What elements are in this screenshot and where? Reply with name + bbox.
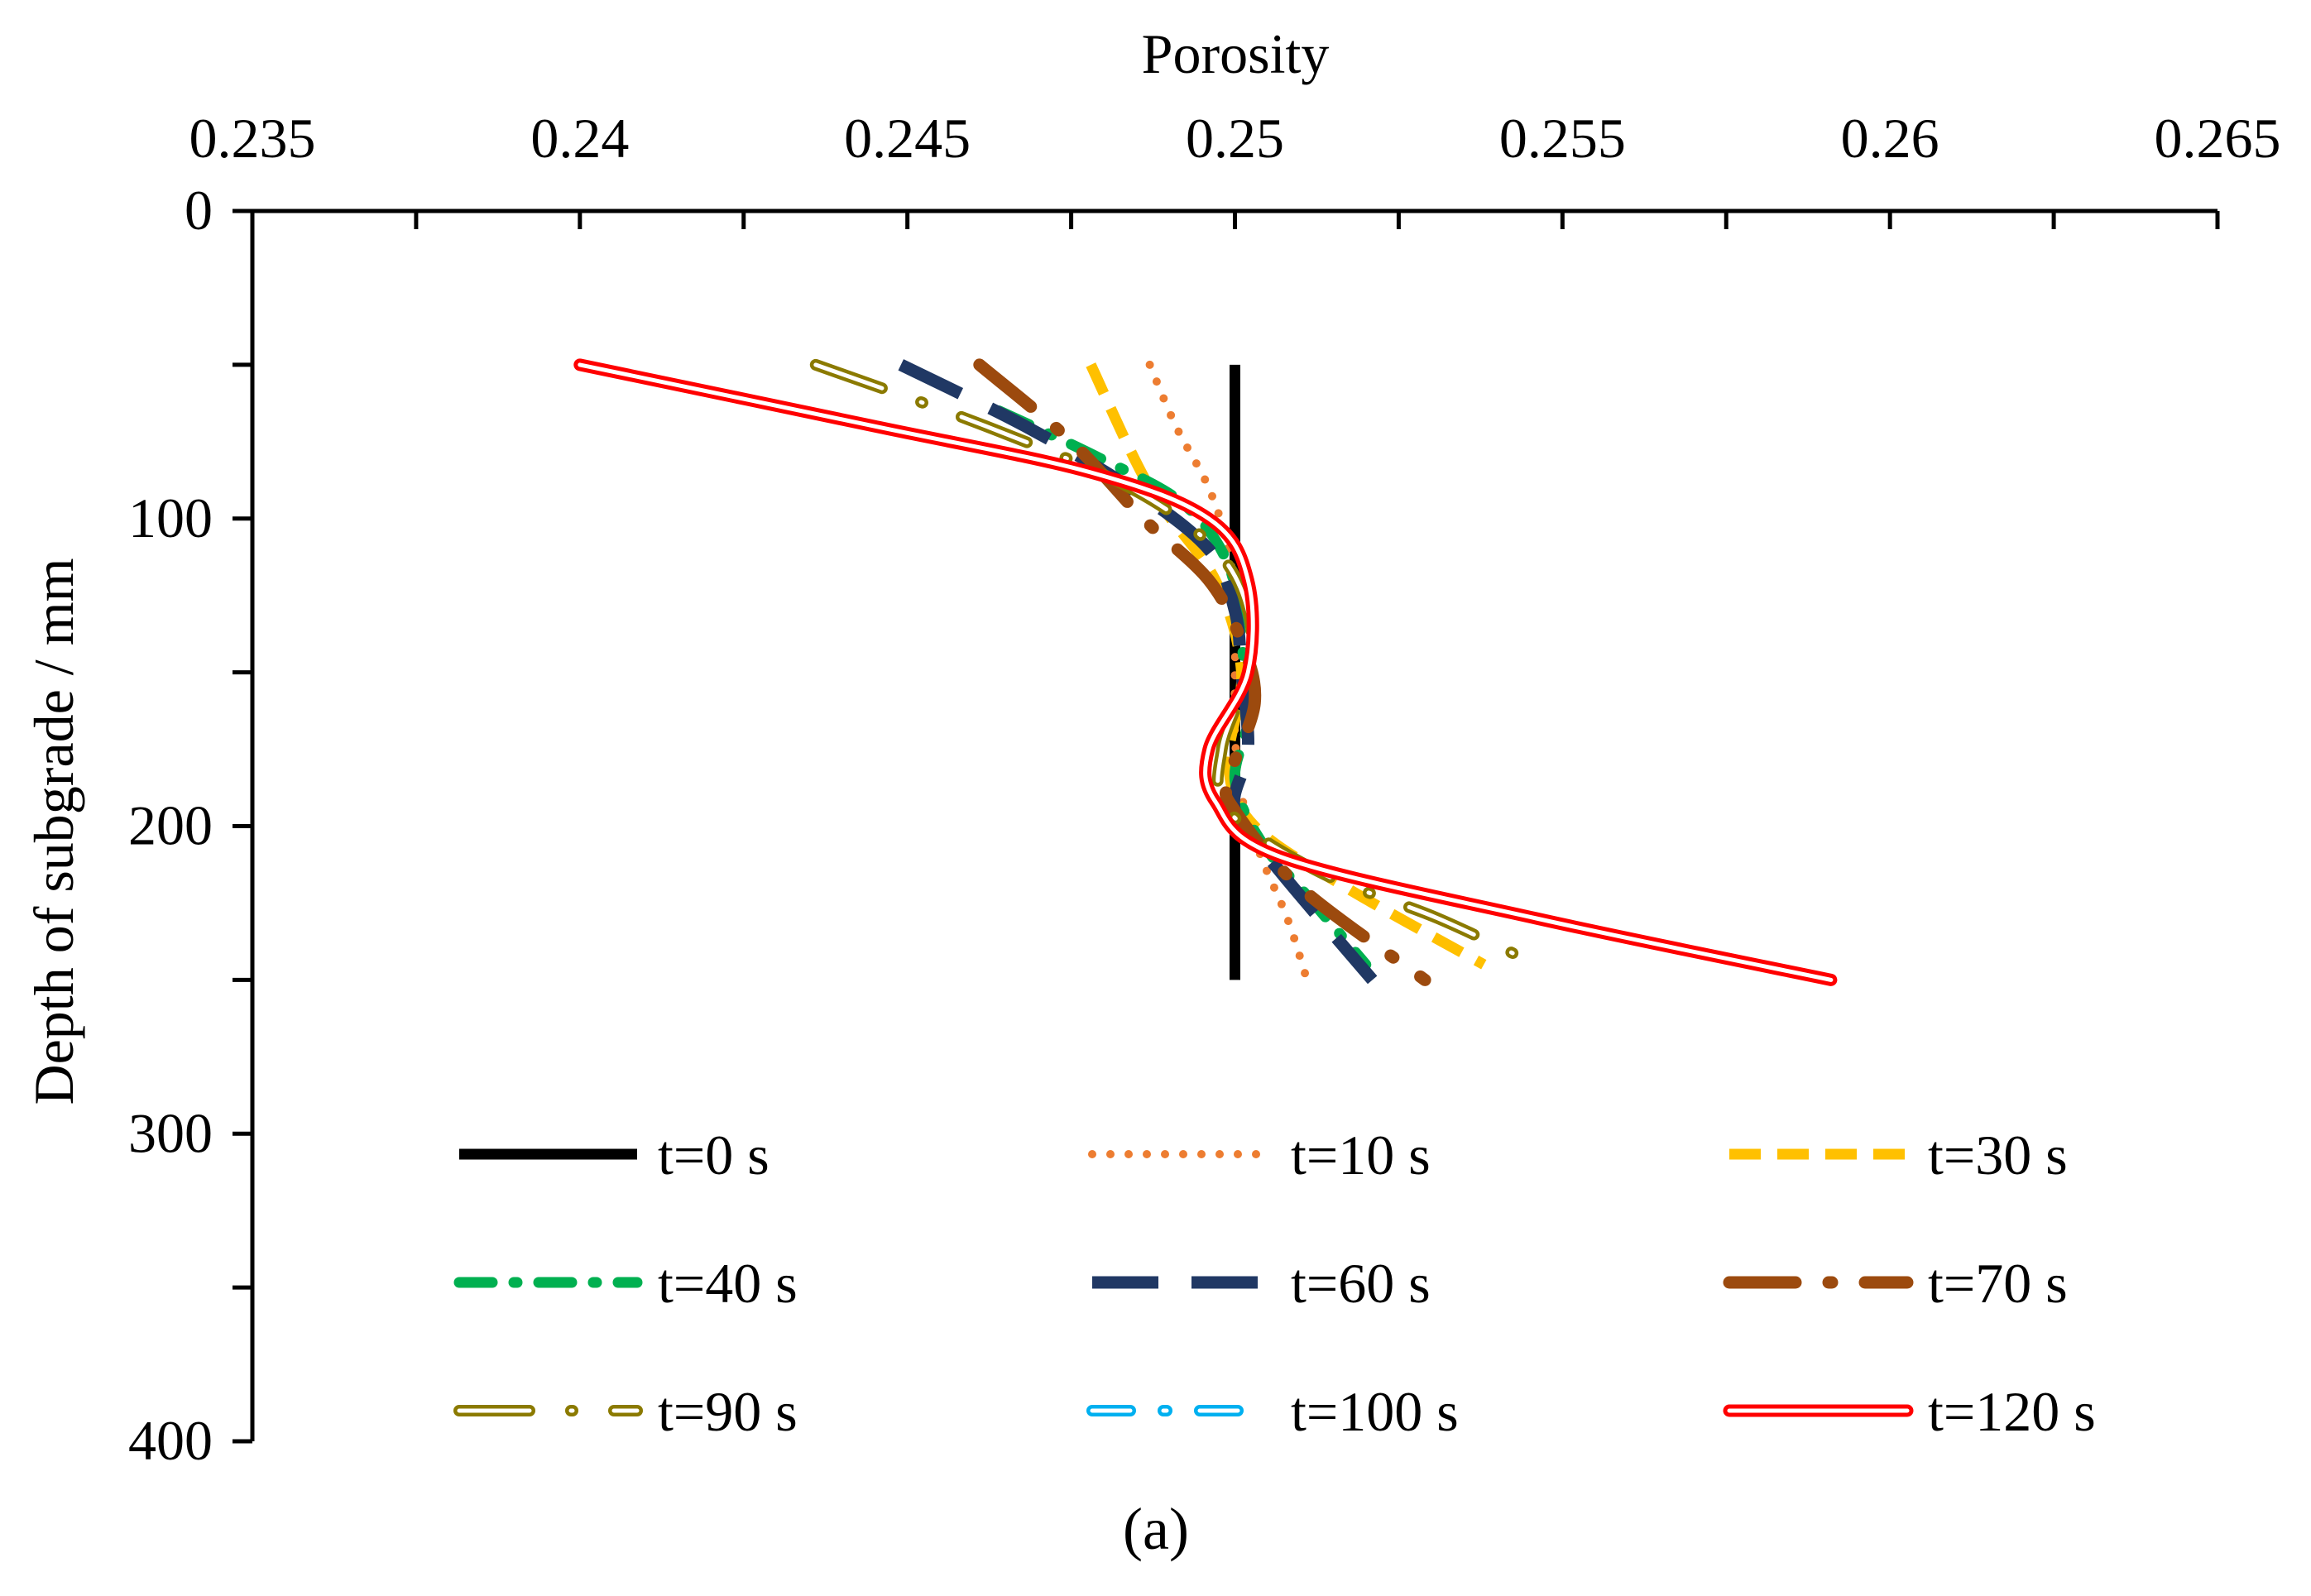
series-t-90-s bbox=[809, 358, 1542, 971]
series-line bbox=[573, 358, 1838, 986]
series-lines bbox=[573, 358, 1838, 986]
series-t-40-s bbox=[994, 405, 1372, 971]
series-t-120-s bbox=[573, 358, 1838, 986]
legend-item: t=10 s bbox=[1088, 1124, 1431, 1186]
x-tick-label: 0.235 bbox=[189, 107, 316, 170]
series-line bbox=[1145, 360, 1311, 985]
x-tick-label: 0.24 bbox=[530, 107, 629, 170]
x-axis-title: Porosity bbox=[1142, 22, 1330, 85]
y-tick-label: 300 bbox=[128, 1101, 213, 1164]
x-tick-label: 0.25 bbox=[1186, 107, 1284, 170]
legend-label: t=40 s bbox=[658, 1252, 798, 1315]
y-tick-label: 400 bbox=[128, 1409, 213, 1472]
series-t-10-s bbox=[1145, 360, 1311, 985]
legend-label: t=60 s bbox=[1291, 1252, 1431, 1315]
y-tick-label: 0 bbox=[185, 179, 213, 242]
legend-item: t=40 s bbox=[453, 1252, 798, 1315]
legend-item: t=0 s bbox=[459, 1124, 770, 1186]
legend-label: t=70 s bbox=[1928, 1252, 2068, 1315]
series-line bbox=[994, 405, 1372, 971]
y-axis-title: Depth of subgrade / mm bbox=[22, 558, 85, 1105]
legend-label: t=90 s bbox=[658, 1380, 798, 1443]
legend-item: t=120 s bbox=[1723, 1380, 2096, 1443]
legend: t=0 s t=10 s t=30 s t=40 s t=60 s t=70 s t=90 … bbox=[453, 1124, 2096, 1443]
series-line bbox=[809, 358, 1542, 971]
x-tick-label: 0.26 bbox=[1841, 107, 1939, 170]
legend-label: t=100 s bbox=[1291, 1380, 1459, 1443]
legend-label: t=120 s bbox=[1928, 1380, 2096, 1443]
x-tick-label: 0.265 bbox=[2155, 107, 2281, 170]
series-line bbox=[578, 362, 1834, 982]
legend-item: t=90 s bbox=[453, 1380, 798, 1443]
legend-item: t=30 s bbox=[1729, 1124, 2068, 1186]
legend-label: t=0 s bbox=[658, 1124, 770, 1186]
x-tick-label: 0.245 bbox=[844, 107, 971, 170]
axes: 0.235 0.24 0.245 0.25 0.255 0.26 0.265 0 100 200 3… bbox=[128, 107, 2281, 1472]
series-t-100-s bbox=[573, 358, 1837, 986]
panel-label: (a) bbox=[1123, 1496, 1189, 1562]
series-line bbox=[813, 362, 1539, 967]
legend-item: t=100 s bbox=[1086, 1380, 1459, 1443]
series-line bbox=[578, 362, 1834, 982]
legend-label: t=10 s bbox=[1291, 1124, 1431, 1186]
y-tick-label: 200 bbox=[128, 794, 213, 857]
legend-item: t=70 s bbox=[1723, 1252, 2068, 1315]
series-line bbox=[573, 358, 1837, 986]
y-tick-label: 100 bbox=[128, 486, 213, 549]
x-tick-label: 0.255 bbox=[1499, 107, 1626, 170]
legend-label: t=30 s bbox=[1928, 1124, 2068, 1186]
legend-item: t=60 s bbox=[1092, 1252, 1431, 1315]
